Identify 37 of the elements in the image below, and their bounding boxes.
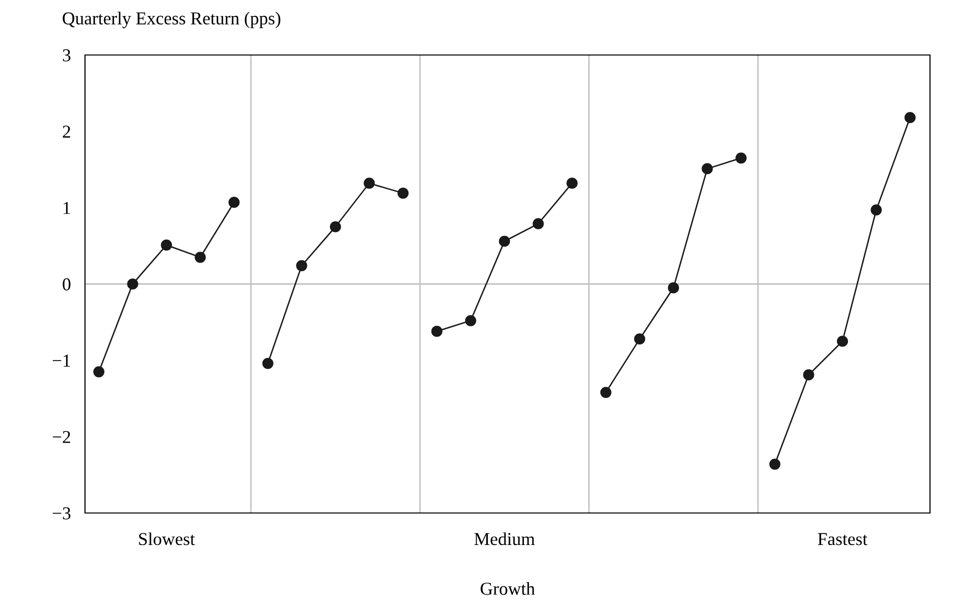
point	[736, 152, 747, 164]
y-tick-label: −1	[52, 354, 70, 367]
point	[566, 178, 578, 189]
x-tick-label: Fastest	[818, 533, 868, 546]
y-tick-label: −3	[52, 507, 70, 520]
x-axis-title: Growth	[480, 582, 535, 595]
point	[702, 163, 713, 174]
point	[364, 178, 375, 189]
point	[398, 188, 409, 199]
point	[532, 218, 544, 230]
point	[803, 369, 814, 380]
y-tick-label: −2	[52, 430, 70, 443]
point	[465, 315, 476, 326]
point	[194, 252, 206, 263]
point	[870, 204, 882, 216]
point	[330, 221, 342, 232]
point	[498, 236, 510, 247]
y-axis-title: Quarterly Excess Return (pps)	[62, 12, 280, 28]
y-tick-label: 0	[62, 278, 70, 290]
point	[836, 336, 848, 347]
y-tick-label: 1	[64, 202, 70, 214]
point	[127, 278, 138, 290]
point	[634, 333, 646, 345]
y-tick-label: 2	[62, 126, 70, 138]
point	[228, 196, 240, 208]
point	[769, 458, 780, 470]
point	[600, 386, 612, 398]
point	[160, 240, 172, 251]
x-tick-label: Slowest	[139, 532, 195, 546]
point	[296, 260, 308, 272]
point	[262, 358, 274, 369]
point	[93, 366, 104, 378]
point	[904, 112, 916, 124]
point	[668, 282, 680, 294]
point	[431, 326, 442, 337]
x-tick-label: Medium	[474, 532, 535, 546]
y-tick-label: 3	[62, 49, 70, 62]
